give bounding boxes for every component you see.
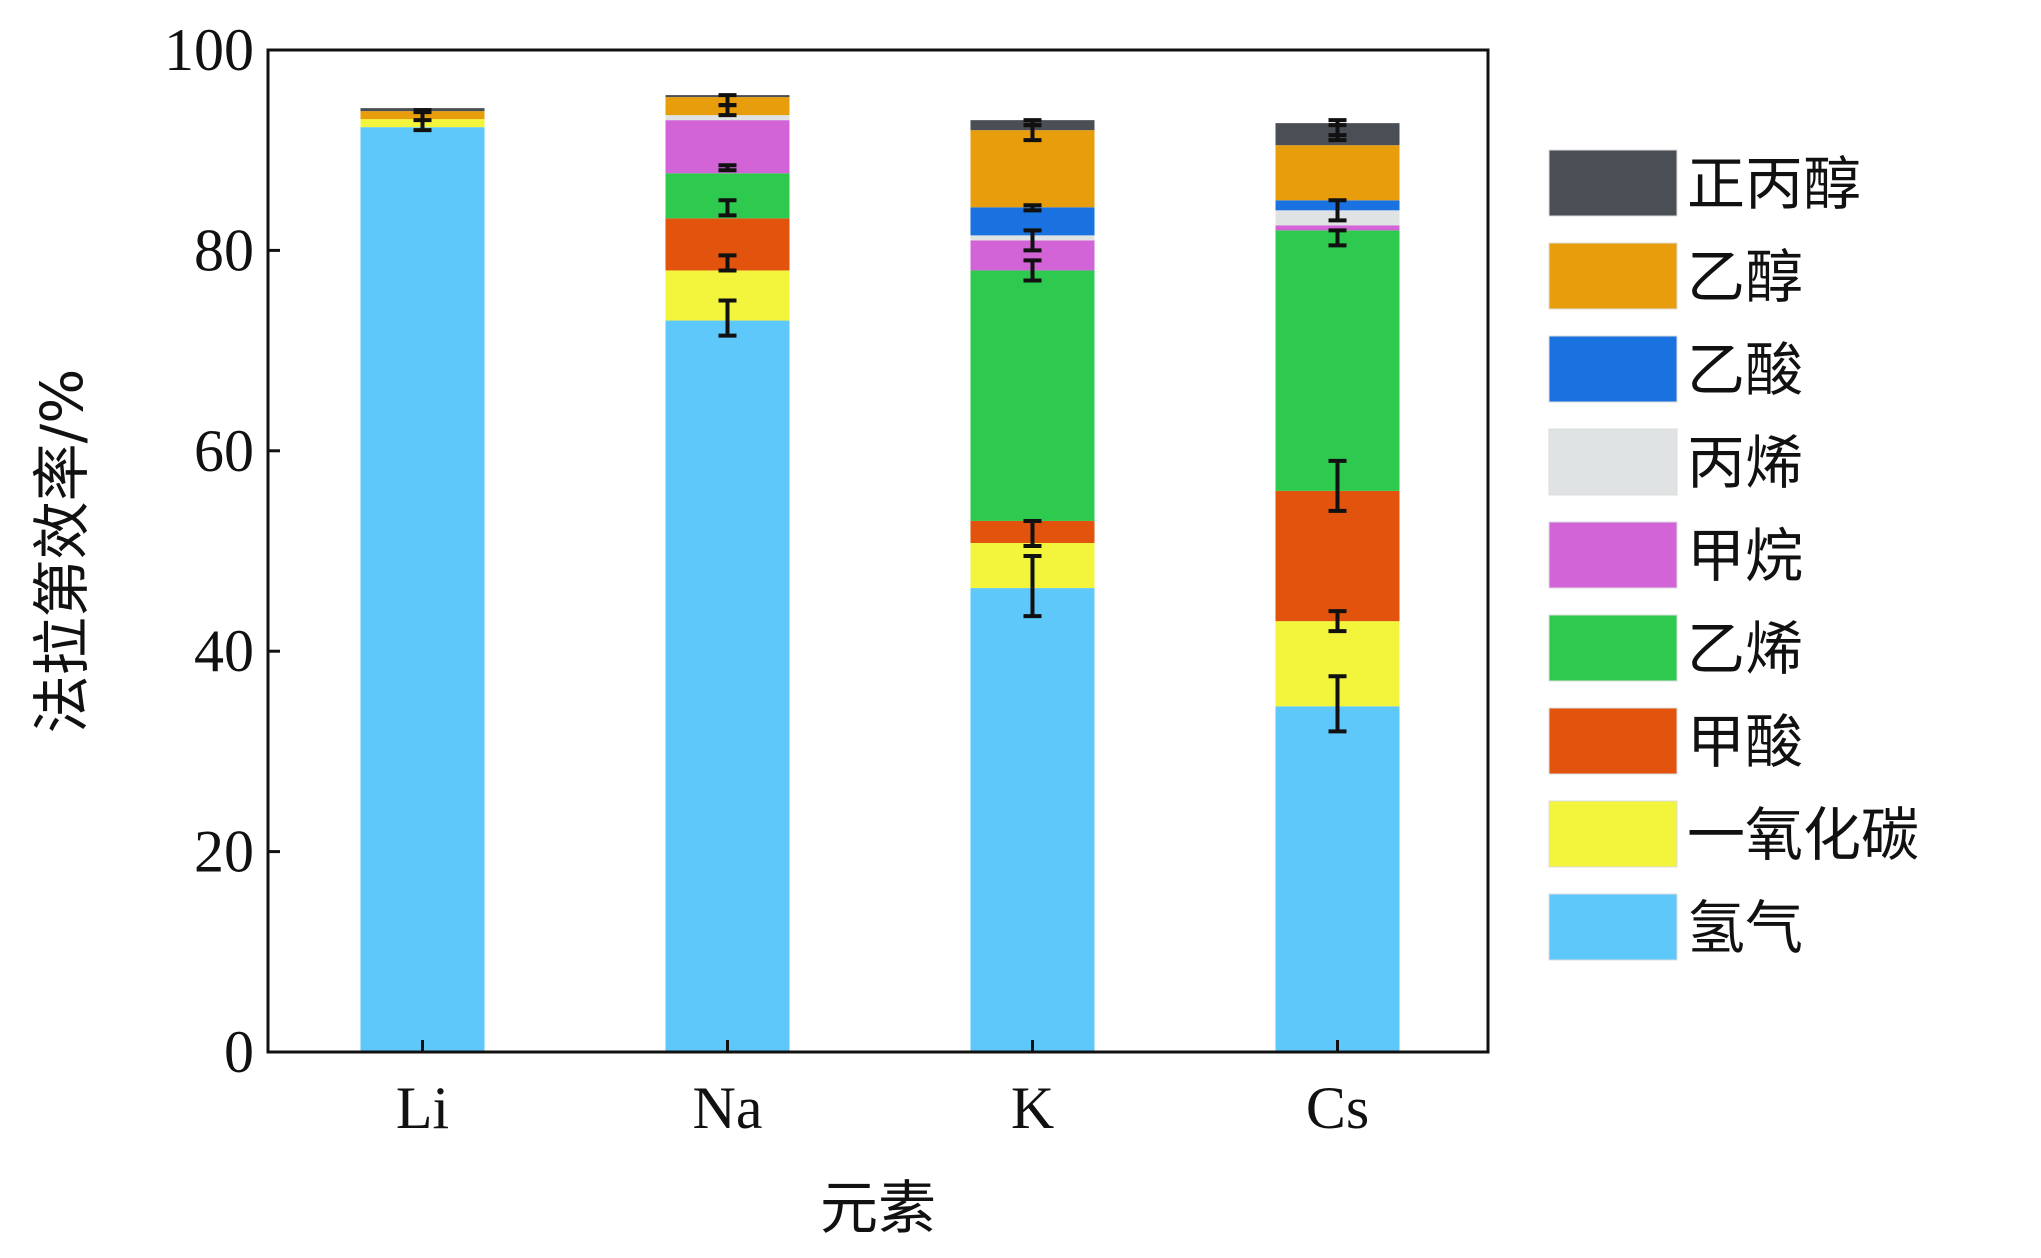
error-bar-Na (718, 253, 737, 273)
legend-swatch (1548, 242, 1678, 310)
y-axis-ticks: 0 20 40 60 80 100 (164, 17, 280, 1085)
y-axis-title: 法拉第效率/% (28, 369, 96, 734)
legend-item-甲酸: 甲酸 (1548, 707, 1803, 776)
error-bar-Cs (1328, 458, 1347, 513)
legend-label: 甲烷 (1687, 522, 1803, 590)
plot-area-frame (266, 48, 1490, 1054)
bar-segment-K-氢气 (970, 588, 1095, 1052)
bar-segment-Na-氢气 (665, 320, 790, 1052)
error-bar-K (1023, 118, 1042, 128)
legend-swatch (1548, 800, 1678, 868)
legend-label: 一氧化碳 (1687, 801, 1919, 869)
y-tick-label: 40 (194, 618, 254, 684)
legend-swatch (1548, 335, 1678, 403)
y-tick-label: 60 (194, 418, 254, 484)
error-bar-Li (413, 108, 432, 123)
legend-label: 乙烯 (1687, 615, 1803, 683)
x-axis-ticks: Li Na K Cs (396, 1040, 1369, 1141)
legend-label: 乙醇 (1687, 243, 1803, 311)
error-bar-Na (718, 298, 737, 338)
legend-item-氢气: 氢气 (1548, 893, 1803, 962)
legend-swatch (1548, 428, 1678, 496)
error-bar-K (1023, 228, 1042, 253)
legend-swatch (1548, 149, 1678, 217)
legend-item-丙烯: 丙烯 (1548, 428, 1803, 497)
x-tick-label: Na (693, 1075, 763, 1141)
error-bar-K (1023, 518, 1042, 548)
legend-item-乙醇: 乙醇 (1548, 242, 1803, 311)
error-bar-Cs (1328, 228, 1347, 248)
error-bar-Cs (1328, 198, 1347, 223)
bar-segment-K-乙烯 (970, 270, 1095, 521)
legend-item-一氧化碳: 一氧化碳 (1548, 800, 1919, 869)
bar-segment-K-乙醇 (970, 130, 1095, 208)
legend-swatch (1548, 707, 1678, 775)
bar-segment-Cs-甲烷 (1275, 225, 1400, 231)
legend-item-正丙醇: 正丙醇 (1548, 149, 1861, 218)
y-tick-label: 0 (224, 1019, 254, 1085)
legend-item-乙酸: 乙酸 (1548, 335, 1803, 404)
bar-segment-Cs-氢气 (1275, 706, 1400, 1052)
bars-layer (360, 95, 1400, 1053)
y-tick-label: 80 (194, 217, 254, 283)
legend-swatch (1548, 521, 1678, 589)
error-bar-K (1023, 203, 1042, 213)
bar-segment-Na-丙烯 (665, 115, 790, 121)
error-bar-Na (718, 93, 737, 108)
legend-item-乙烯: 乙烯 (1548, 614, 1803, 683)
legend-label: 正丙醇 (1687, 150, 1861, 218)
error-bar-Cs (1328, 674, 1347, 734)
error-bar-K (1023, 554, 1042, 619)
error-bar-Na (718, 163, 737, 173)
legend-swatch (1548, 614, 1678, 682)
legend-label: 乙酸 (1687, 336, 1803, 404)
error-bar-Na (718, 198, 737, 218)
error-bars-layer (413, 93, 1347, 734)
legend-label: 氢气 (1687, 894, 1803, 962)
x-axis-title: 元素 (820, 1174, 936, 1242)
legend-item-甲烷: 甲烷 (1548, 521, 1803, 590)
x-tick-label: Li (396, 1075, 449, 1141)
legend-label: 丙烯 (1687, 429, 1803, 497)
bar-segment-Cs-乙烯 (1275, 230, 1400, 491)
legend-swatch (1548, 893, 1678, 961)
y-tick-label: 100 (164, 17, 254, 83)
error-bar-K (1023, 258, 1042, 283)
y-tick-label: 20 (194, 819, 254, 885)
bar-segment-Li-氢气 (360, 127, 485, 1053)
legend-label: 甲酸 (1687, 708, 1803, 776)
x-tick-label: K (1011, 1075, 1054, 1141)
error-bar-Cs (1328, 609, 1347, 634)
bar-segment-Cs-乙醇 (1275, 145, 1400, 201)
error-bar-Cs (1328, 118, 1347, 138)
x-tick-label: Cs (1306, 1075, 1369, 1141)
